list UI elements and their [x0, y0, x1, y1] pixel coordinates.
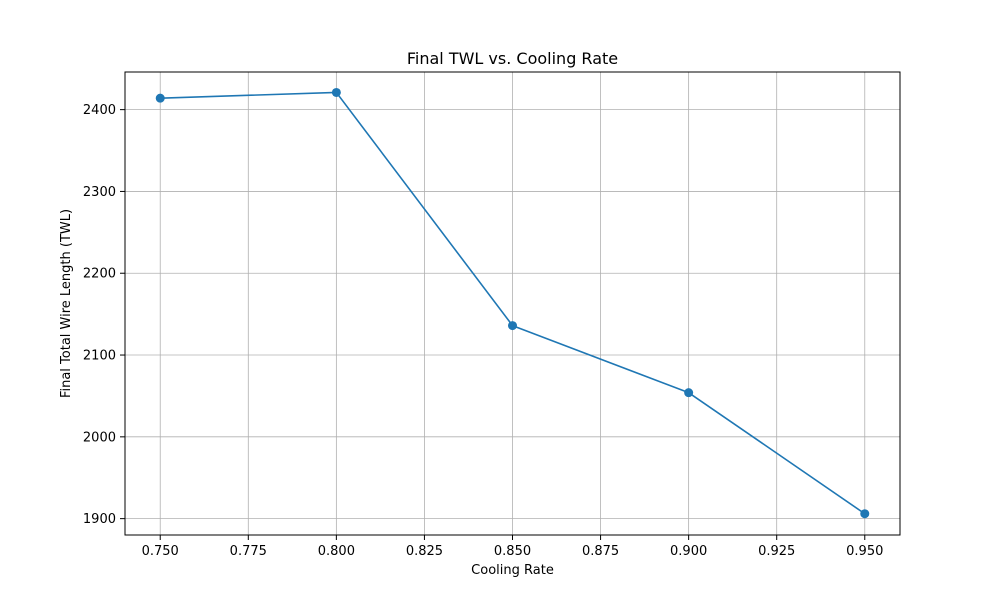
data-point [331, 87, 341, 97]
x-axis: 0.750 0.775 0.800 0.825 0.850 0.875 0.900 0.925… [142, 535, 883, 559]
y-axis: 1900 2000 2100 2200 2300 2400 [83, 103, 125, 527]
data-point [684, 388, 694, 398]
y-tick-label: 1900 [83, 512, 116, 527]
x-tick-label: 0.875 [582, 544, 619, 559]
data-point [508, 321, 517, 331]
y-tick-label: 2300 [83, 185, 116, 200]
y-tick-label: 2200 [83, 267, 116, 282]
x-tick-label: 0.750 [142, 544, 179, 559]
x-tick-label: 0.900 [670, 544, 707, 559]
x-tick-label: 0.950 [846, 544, 883, 559]
x-tick-label: 0.800 [318, 544, 355, 559]
chart-title: Final TWL vs. Cooling Rate [407, 49, 618, 68]
x-axis-label: Cooling Rate [471, 563, 554, 578]
x-tick-label: 0.825 [406, 544, 443, 559]
data-point [860, 509, 870, 519]
x-tick-label: 0.925 [758, 544, 795, 559]
x-tick-label: 0.850 [494, 544, 531, 559]
y-tick-label: 2100 [83, 349, 116, 364]
y-tick-label: 2000 [83, 430, 116, 445]
grid-lines [125, 72, 900, 535]
y-tick-label: 2400 [83, 103, 116, 118]
y-axis-label: Final Total Wire Length (TWL) [59, 209, 74, 398]
x-tick-label: 0.775 [230, 544, 267, 559]
series-layer [155, 87, 870, 519]
data-point [155, 93, 165, 103]
